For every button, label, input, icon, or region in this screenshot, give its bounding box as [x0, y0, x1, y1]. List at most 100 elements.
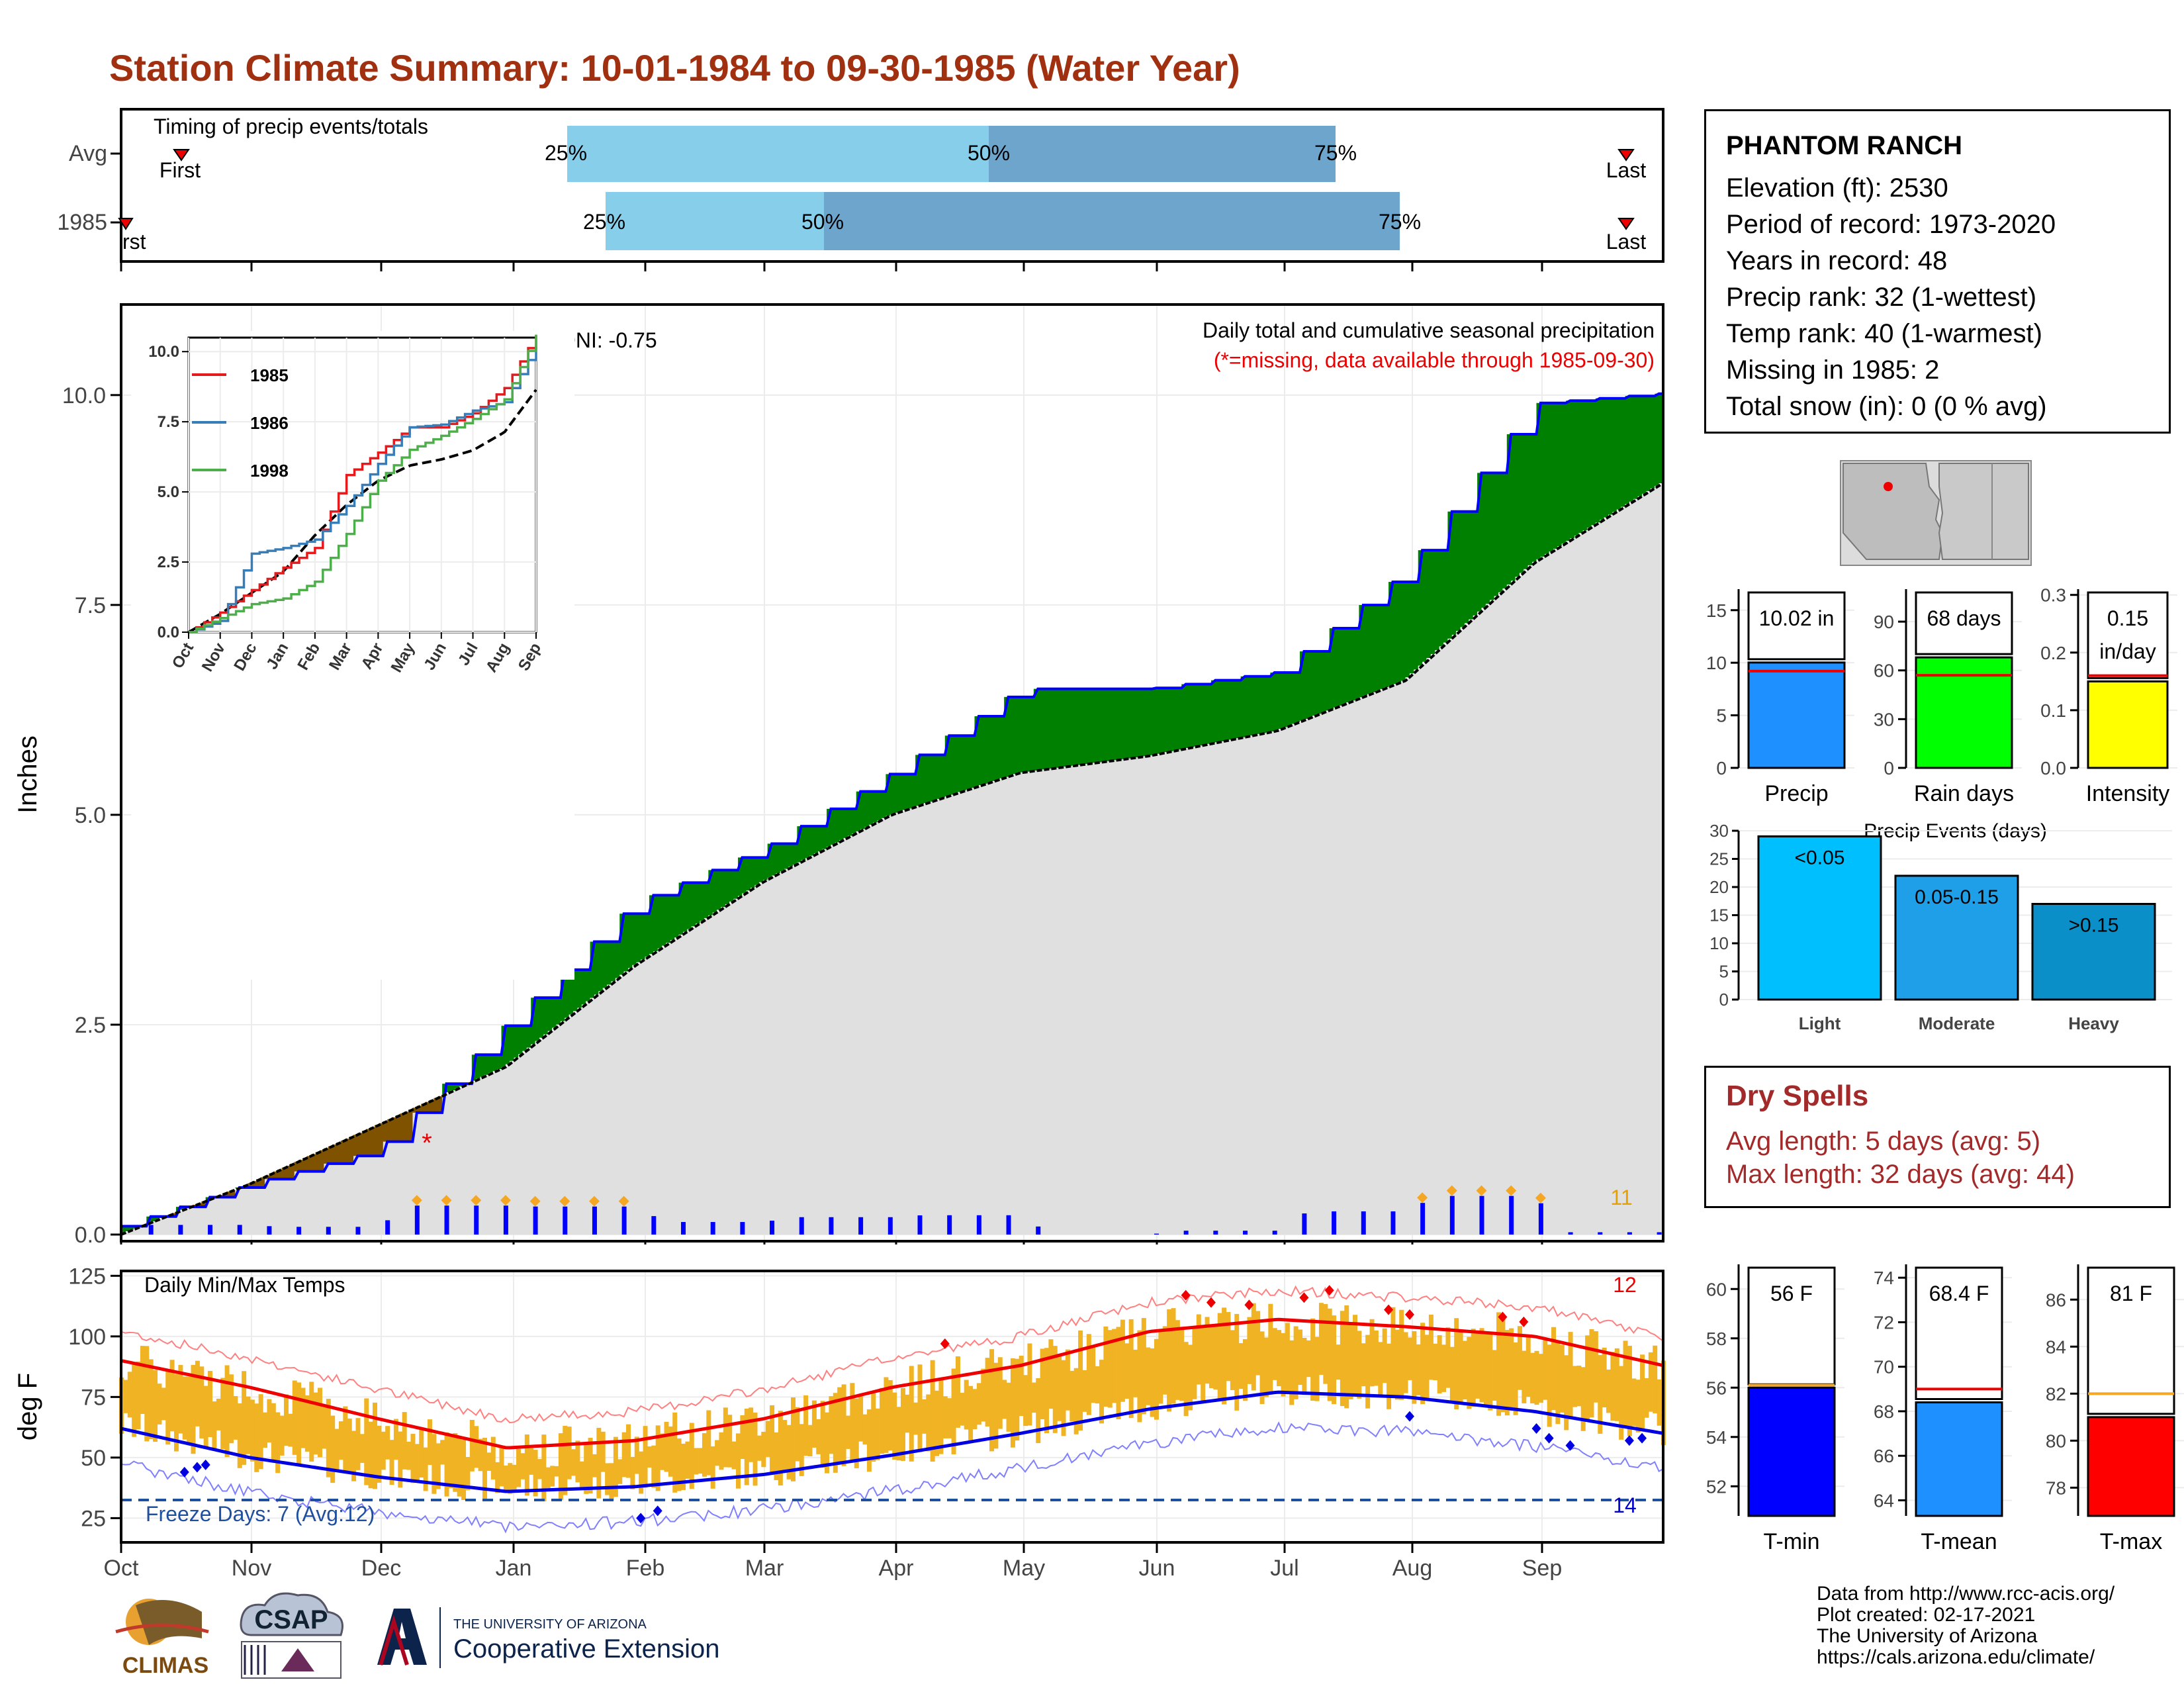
daily-temp-bar [410, 1434, 416, 1483]
daily-temp-bar [216, 1398, 221, 1430]
heavy-event-marker [411, 1195, 422, 1206]
daily-temp-bar [1002, 1380, 1007, 1419]
daily-temp-bar [304, 1395, 310, 1452]
inset-legend-1985: 1985 [250, 365, 289, 385]
precip-ytick: 2.5 [75, 1013, 106, 1038]
events-ytick: 5 [1719, 962, 1729, 982]
record-high-marker [1206, 1297, 1216, 1308]
daily-temp-bar [435, 1443, 441, 1489]
daily-temp-bar [1116, 1327, 1121, 1420]
heavy-event-marker [500, 1195, 511, 1206]
daily-temp-bar [884, 1377, 889, 1453]
daily-temp-bar [579, 1461, 584, 1487]
daily-precip-bar [1361, 1211, 1366, 1235]
daily-temp-bar [938, 1378, 944, 1454]
daily-temp-bar [985, 1358, 990, 1427]
avg-cumulative-area [121, 483, 1663, 1235]
daily-temp-bar [639, 1451, 644, 1494]
daily-temp-bar [816, 1419, 821, 1454]
daily-temp-bar [334, 1429, 340, 1472]
daily-temp-bar [1243, 1339, 1248, 1401]
event-bar [1757, 835, 1882, 1001]
event-bar [2031, 903, 2156, 1001]
daily-temp-bar [283, 1394, 289, 1446]
precip-events-chart: Precip Events (days)051015202530<0.05Lig… [1709, 820, 2172, 1033]
record-high-marker [1404, 1309, 1414, 1320]
record-low-marker [636, 1513, 646, 1524]
daily-temp-bar [228, 1374, 234, 1444]
daily-temp-bar [1572, 1366, 1577, 1407]
daily-temp-bar [617, 1459, 623, 1484]
daily-temp-bar [267, 1399, 272, 1443]
record-low-marker [1404, 1411, 1414, 1422]
summary-bar [1747, 661, 1846, 769]
daily-temp-bar [1437, 1335, 1442, 1394]
summary-ytick: 0.3 [2040, 585, 2066, 606]
daily-temp-bar [1424, 1335, 1430, 1398]
station-years: Years in record: 48 [1726, 246, 1948, 275]
daily-temp-bar [892, 1392, 897, 1460]
daily-temp-bar [1259, 1331, 1265, 1405]
daily-temp-bar [1513, 1342, 1518, 1415]
daily-temp-bar [1107, 1330, 1113, 1408]
daily-precip-bar [1598, 1232, 1603, 1235]
month-tick-label: Nov [232, 1556, 271, 1581]
daily-temp-bar [862, 1414, 868, 1445]
daily-temp-bar [1196, 1314, 1201, 1385]
daily-temp-bar [1027, 1343, 1032, 1426]
daily-temp-bar [1015, 1358, 1020, 1441]
inset-ytick: 10.0 [148, 343, 179, 361]
daily-precip-bar [976, 1215, 981, 1235]
daily-temp-bar [1078, 1330, 1083, 1431]
summary-ytick: 90 [1874, 612, 1894, 632]
daily-precip-bar [148, 1225, 154, 1235]
daily-temp-bar [195, 1360, 200, 1427]
inset-legend-1986: 1986 [250, 413, 289, 433]
daily-temp-bar [187, 1376, 192, 1443]
events-ytick: 20 [1709, 877, 1729, 897]
daily-temp-bar [1580, 1367, 1586, 1431]
daily-temp-bar [554, 1466, 559, 1477]
precip-panel: * 0.0 2.5 5.0 7.5 10.0 Daily total and cumul… [13, 303, 1664, 1244]
daily-temp-bar [807, 1425, 813, 1456]
daily-temp-bar [960, 1393, 965, 1426]
daily-temp-bar [233, 1395, 238, 1440]
daily-temp-bar [752, 1412, 758, 1486]
event-category-label: Moderate [1919, 1013, 1995, 1033]
daily-temp-bar [529, 1448, 534, 1475]
daily-temp-bar [1653, 1345, 1658, 1414]
daily-temp-bar [1086, 1334, 1091, 1415]
daily-temp-bar [1120, 1319, 1125, 1402]
daily-temp-bar [220, 1378, 226, 1450]
daily-temp-bar [1619, 1366, 1624, 1440]
daily-temp-bar [1522, 1350, 1527, 1403]
precip-ytick: 0.0 [75, 1223, 106, 1244]
daily-temp-bar [1551, 1327, 1557, 1411]
footer-line-2: Plot created: 02-17-2021 [1817, 1604, 2036, 1626]
station-temp-rank: Temp rank: 40 (1-warmest) [1726, 319, 2042, 348]
timing-avg-bar-25-50 [567, 126, 989, 182]
daily-temp-bar [1263, 1337, 1269, 1397]
daily-temp-bar [1387, 1343, 1392, 1409]
daily-temp-bar [600, 1431, 606, 1472]
above-average-area [121, 393, 1663, 1233]
daily-temp-bar [1644, 1378, 1649, 1418]
record-high-marker [1498, 1311, 1508, 1323]
daily-temp-bar [1416, 1344, 1421, 1395]
daily-temp-bar [1589, 1329, 1594, 1418]
cold-day-count: 14 [1613, 1493, 1637, 1517]
daily-temp-bar [414, 1444, 420, 1482]
daily-temp-bar [1188, 1344, 1193, 1411]
daily-temp-bar [279, 1415, 285, 1456]
daily-temp-bar [875, 1408, 880, 1460]
summary-ytick: 52 [1706, 1476, 1727, 1497]
daily-temp-bar [833, 1393, 838, 1473]
summary-ytick: 86 [2046, 1289, 2066, 1310]
precip-missing-note: (*=missing, data available through 1985-… [1214, 348, 1655, 372]
daily-temp-bar [1555, 1342, 1561, 1425]
summary-value-label: 81 F [2110, 1282, 2152, 1305]
daily-temp-bar [1635, 1380, 1641, 1432]
daily-temp-bar [1137, 1330, 1142, 1423]
daily-precip-bar [326, 1227, 331, 1235]
daily-temp-bar [1306, 1340, 1311, 1378]
